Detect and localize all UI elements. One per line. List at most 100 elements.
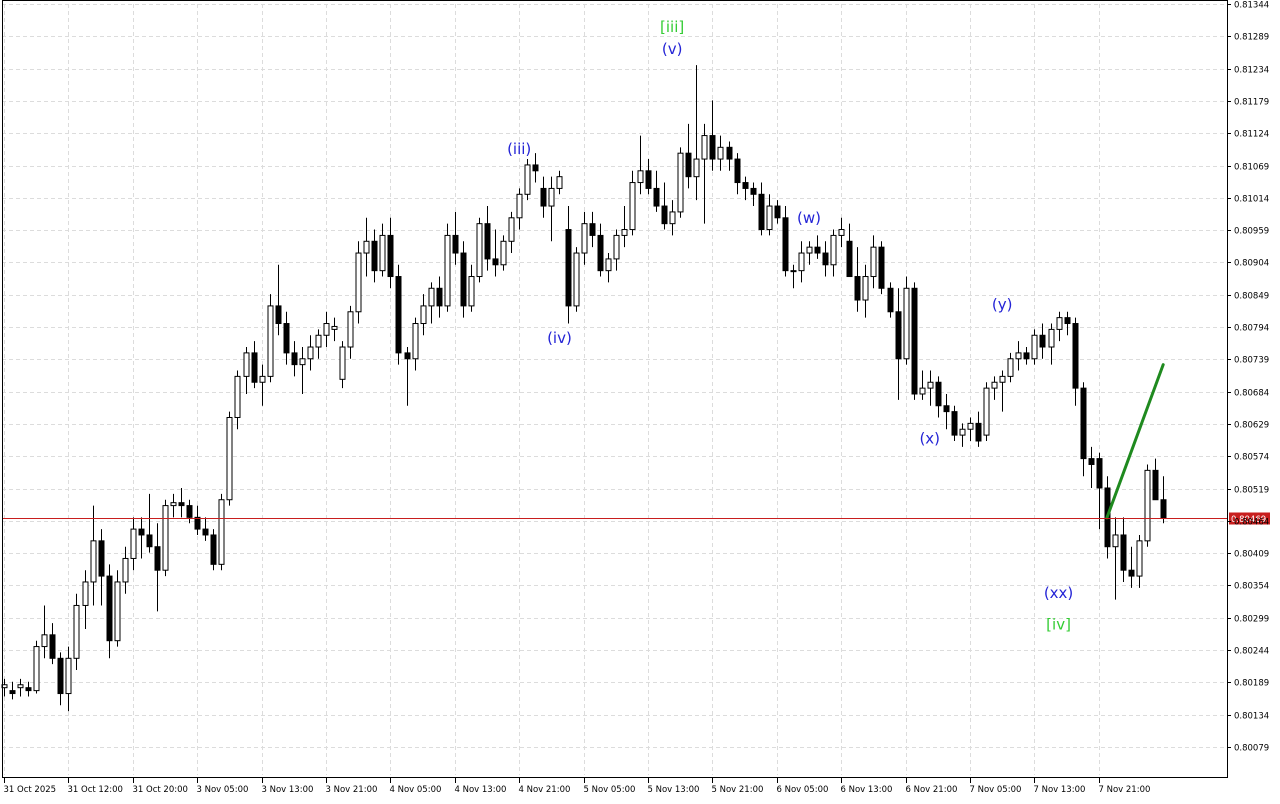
candle-body-bull <box>613 234 620 260</box>
candle <box>57 652 64 706</box>
candle <box>717 135 724 171</box>
candle-body-bull <box>516 193 523 219</box>
candle-body-bear <box>589 223 596 236</box>
y-tick-label: 0.81069 <box>1234 163 1269 173</box>
y-tick-label: 0.80299 <box>1234 615 1269 625</box>
wave-label: (xx) <box>1044 584 1073 602</box>
candle <box>734 153 741 195</box>
candle <box>774 200 781 224</box>
candle-body-bull <box>862 276 869 301</box>
x-tick-label: 31 Oct 20:00 <box>133 785 188 795</box>
candle-body-bear <box>1023 352 1030 360</box>
candle <box>903 276 910 365</box>
candle-body-bear <box>887 287 894 313</box>
candle-body-bull <box>307 346 314 360</box>
candle-body-bull <box>468 276 475 307</box>
candle-body-bull <box>1112 534 1119 548</box>
x-tick-label: 7 Nov 05:00 <box>970 785 1022 795</box>
candle-body-bear <box>814 246 821 254</box>
y-tick-label: 0.80079 <box>1234 744 1269 754</box>
candle <box>130 517 137 571</box>
candle-body-bull <box>90 540 97 583</box>
candle <box>1048 323 1055 365</box>
candle-body-bear <box>25 687 32 692</box>
candle <box>9 681 16 700</box>
candle <box>178 487 185 518</box>
candle <box>291 341 298 377</box>
candle <box>500 235 507 271</box>
candle <box>452 211 459 265</box>
candle-body-bull <box>669 211 676 225</box>
candle-body-bull <box>693 158 700 178</box>
candle <box>395 264 402 365</box>
y-tick-label: 0.80629 <box>1234 421 1269 431</box>
candle-body-bull <box>508 217 515 242</box>
candle-body-bull <box>919 387 926 395</box>
candle <box>1007 352 1014 383</box>
candle <box>476 217 483 283</box>
candle-body-bear <box>935 381 942 407</box>
candle-body-bear <box>106 575 113 642</box>
candle <box>983 382 990 441</box>
candle-body-bull <box>444 234 451 307</box>
candle-body-bear <box>1088 458 1095 465</box>
candle <box>565 206 572 324</box>
candle-body-bear <box>404 352 411 360</box>
candle <box>927 370 934 406</box>
candle <box>556 170 563 195</box>
candle-body-bear <box>709 135 716 160</box>
current-price-tag <box>1229 512 1270 525</box>
candle <box>460 241 467 318</box>
candle <box>838 217 845 248</box>
candle-body-bull <box>259 375 266 383</box>
candle <box>307 335 314 371</box>
candle-body-bear <box>943 405 950 413</box>
candle <box>412 317 419 371</box>
candle <box>750 182 757 207</box>
candle-body-bull <box>1056 317 1063 330</box>
candle-body-bear <box>782 217 789 272</box>
wave-label: (w) <box>797 209 821 227</box>
candle-body-bull <box>476 223 483 278</box>
candle <box>355 241 362 324</box>
candle <box>114 570 121 647</box>
candle-body-bull <box>379 234 386 272</box>
candle-body-bear <box>911 287 918 395</box>
candle-body-bull <box>114 581 121 642</box>
y-tick-label: 0.80684 <box>1234 389 1269 399</box>
candle <box>919 370 926 400</box>
candle <box>146 493 153 553</box>
candle-body-bull <box>162 505 169 571</box>
candle-body-bull <box>17 684 24 689</box>
candle-body-bull <box>999 375 1006 383</box>
candle-body-bear <box>291 352 298 366</box>
candle-body-bull <box>717 146 724 160</box>
candle <box>935 376 942 418</box>
grid <box>2 4 1227 775</box>
candle-body-bear <box>878 246 885 289</box>
projection <box>1105 363 1165 520</box>
candle-body-bear <box>251 352 258 383</box>
candle <box>202 517 209 541</box>
candle-body-bear <box>460 252 467 307</box>
candle-body-bull <box>33 646 40 692</box>
candle <box>645 159 652 195</box>
candle-body-bull <box>1144 469 1151 542</box>
candle-body-bull <box>548 187 555 207</box>
candle-body-bear <box>742 182 749 189</box>
candle-body-bull <box>299 358 306 366</box>
y-tick-label: 0.80959 <box>1234 227 1269 237</box>
candle-body-bull <box>243 352 250 377</box>
x-tick-label: 3 Nov 05:00 <box>197 785 249 795</box>
y-tick-label: 0.80904 <box>1234 259 1269 269</box>
candle <box>387 217 394 289</box>
candle <box>243 347 250 395</box>
candle-body-bear <box>492 258 499 266</box>
candle <box>492 229 499 277</box>
candle <box>782 206 789 277</box>
candle <box>98 529 105 606</box>
candle <box>653 170 660 212</box>
candle <box>194 505 201 535</box>
candle <box>1023 347 1030 365</box>
